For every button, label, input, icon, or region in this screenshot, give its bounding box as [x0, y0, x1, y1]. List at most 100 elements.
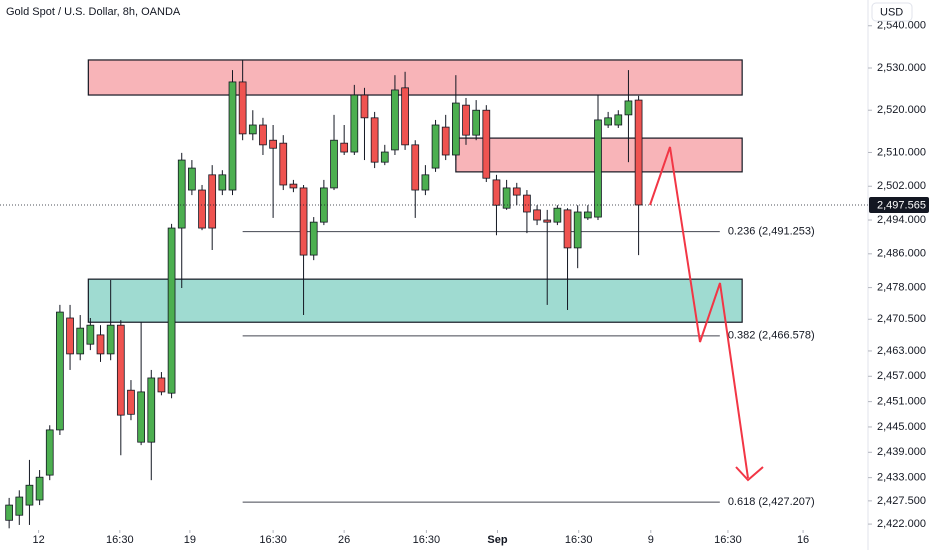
x-tick-label: 16:30 [106, 534, 134, 546]
candle-body [127, 389, 135, 415]
candle-body [350, 94, 359, 153]
candle-body [188, 167, 196, 191]
candle-body [86, 324, 95, 345]
candle-body [25, 484, 34, 506]
candle-body [462, 104, 470, 136]
currency-label[interactable]: USD [880, 6, 903, 18]
candle-body [482, 109, 491, 179]
candle-body [553, 207, 562, 223]
fib-label: 0.382 (2,466.578) [728, 330, 815, 342]
fib-label: 0.236 (2,491.253) [728, 226, 815, 238]
candle-body [401, 87, 409, 146]
candle-body [543, 219, 552, 223]
x-tick-label: 16:30 [714, 534, 742, 546]
candle-body [340, 142, 349, 153]
candle-body [45, 429, 54, 476]
x-tick-label: Sep [487, 534, 507, 546]
candle-body [248, 124, 257, 135]
x-tick-label: 12 [32, 534, 44, 546]
y-tick-label: 2,463.000 [877, 345, 926, 357]
candle-body [35, 476, 44, 501]
candle-body [66, 317, 74, 355]
x-tick-label: 16:30 [413, 534, 441, 546]
axes: 2,540.000 2,530.000 2,520.000 2,510.000 2,50… [0, 20, 929, 546]
candle-body [106, 324, 115, 355]
candle-body [523, 194, 531, 213]
candle-body [502, 187, 511, 209]
zones [87, 59, 743, 323]
candle-body [563, 209, 572, 249]
last-price-label: 2,497.565 [877, 199, 926, 211]
x-tick-label: 16:30 [259, 534, 287, 546]
candle-body [594, 119, 602, 218]
fib-levels: 0.236 (2,491.253) 0.382 (2,466.578) 0.618 … [242, 226, 815, 508]
candle-body [614, 114, 623, 126]
candle-body [360, 94, 369, 119]
fib-label: 0.618 (2,427.207) [728, 496, 815, 508]
candle-body [299, 187, 308, 256]
candle-body [228, 81, 237, 191]
candle-body [380, 151, 389, 163]
x-tick-label: 16:30 [565, 534, 593, 546]
candle-body [76, 327, 85, 355]
candle-body [147, 377, 156, 443]
y-tick-label: 2,494.000 [877, 214, 926, 226]
y-tick-label: 2,433.000 [877, 472, 926, 484]
candle-body [411, 144, 420, 191]
candle-body [431, 124, 440, 169]
candle-body [238, 81, 247, 135]
y-tick-label: 2,486.000 [877, 248, 926, 260]
x-tick-label: 9 [648, 534, 654, 546]
candle-body [604, 117, 612, 126]
candle-body [157, 377, 166, 393]
candle-body [512, 187, 521, 196]
x-tick-label: 26 [338, 534, 350, 546]
last-price-box [869, 196, 929, 213]
y-tick-label: 2,422.000 [877, 518, 926, 530]
arrow-head [735, 466, 764, 482]
x-tick-label: 19 [184, 534, 196, 546]
candle-body [137, 391, 145, 443]
y-tick-label: 2,457.000 [877, 370, 926, 382]
candle-body [56, 311, 64, 431]
candle-body [15, 496, 24, 516]
candle-body [279, 142, 288, 186]
y-tick-label: 2,530.000 [877, 62, 926, 74]
candle-body [177, 159, 186, 229]
y-tick-label: 2,439.000 [877, 446, 926, 458]
y-tick-label: 2,470.500 [877, 313, 926, 325]
candle-body [259, 124, 267, 146]
candle-body [198, 189, 206, 229]
y-tick-label: 2,540.000 [877, 20, 926, 32]
y-tick-label: 2,451.000 [877, 396, 926, 408]
candle-body [116, 324, 125, 416]
x-tick-label: 16 [797, 534, 809, 546]
candle-body [218, 174, 227, 191]
candle-body [451, 102, 460, 156]
y-tick-label: 2,445.000 [877, 421, 926, 433]
candle-body [370, 117, 379, 163]
candle-body [309, 221, 318, 256]
candle-body [634, 99, 643, 206]
y-tick-label: 2,502.000 [877, 180, 926, 192]
chart-title: Gold Spot / U.S. Dollar, 8h, OANDA [6, 6, 181, 18]
candle-body [330, 139, 338, 189]
candle-body [289, 183, 298, 189]
candle-body [573, 211, 582, 249]
candle-body [269, 139, 277, 149]
currency-button[interactable] [871, 2, 913, 22]
candle-body [441, 126, 450, 156]
candle-body [5, 504, 13, 521]
zone [87, 278, 743, 323]
candle-body [624, 100, 633, 116]
y-tick-label: 2,520.000 [877, 104, 926, 116]
candles [5, 59, 643, 529]
candle-body [208, 174, 217, 229]
y-tick-label: 2,427.500 [877, 495, 926, 507]
y-tick-label: 2,478.000 [877, 281, 926, 293]
candle-body [96, 334, 105, 355]
candle-body [472, 109, 481, 136]
candle-body [583, 211, 592, 219]
zone [87, 59, 743, 96]
